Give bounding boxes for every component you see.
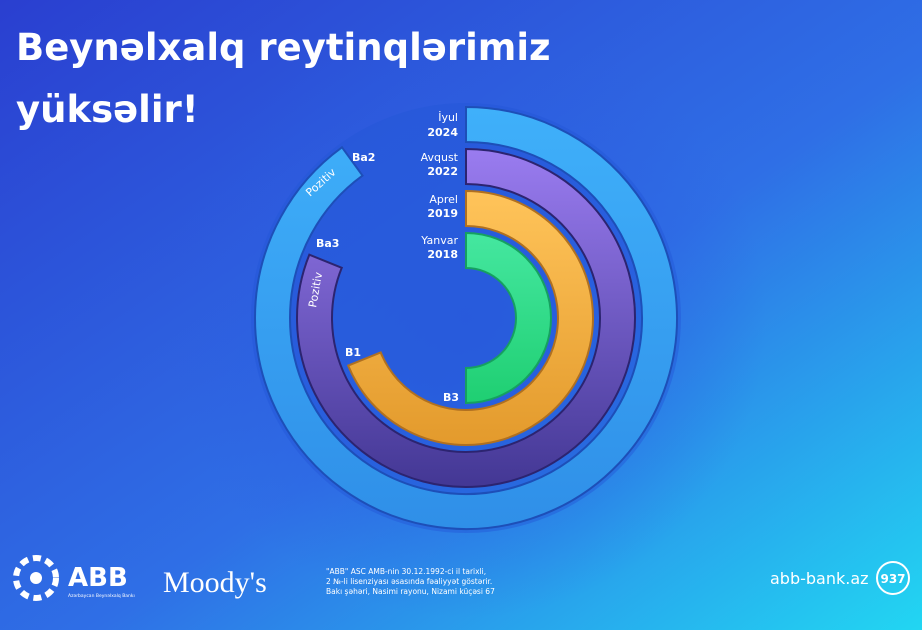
legal-line: Bakı şəhəri, Nasimi rayonu, Nizami küçəs… bbox=[326, 587, 495, 596]
rating: Ba2 bbox=[352, 151, 375, 164]
rating: B3 bbox=[443, 391, 459, 404]
phone-badge bbox=[876, 561, 910, 595]
month: İyul bbox=[438, 111, 458, 124]
website: abb-bank.az bbox=[770, 569, 869, 588]
legal-line: "ABB" ASC AMB-nin 30.12.1992-ci il tarix… bbox=[326, 567, 486, 576]
month: Aprel bbox=[429, 193, 458, 206]
rating-ring bbox=[346, 189, 594, 446]
rings bbox=[254, 105, 678, 530]
month: Avqust bbox=[421, 151, 459, 164]
month: Yanvar bbox=[420, 234, 458, 247]
logo-text: ABB bbox=[68, 563, 128, 593]
agency: Moody's bbox=[163, 566, 267, 599]
rating-ring bbox=[465, 231, 552, 405]
year: 2022 bbox=[427, 165, 458, 178]
phone: 937 bbox=[880, 572, 905, 586]
year: 2018 bbox=[427, 248, 458, 261]
outlook: Pozitiv bbox=[306, 271, 325, 309]
abb-logo bbox=[13, 555, 59, 601]
glow bbox=[166, 18, 766, 618]
year: 2024 bbox=[427, 126, 458, 139]
legal-line: 2 №-li lisenziyası əsasında fəaliyyət gö… bbox=[326, 577, 492, 586]
title-line: yüksəlir! bbox=[16, 88, 199, 131]
rating-ring bbox=[254, 105, 678, 530]
year: 2019 bbox=[427, 207, 458, 220]
rating: B1 bbox=[345, 346, 361, 359]
rating: Ba3 bbox=[316, 237, 339, 250]
rating-ring bbox=[296, 147, 636, 488]
logo-sub: Azərbaycan Beynəlxalq Bankı bbox=[68, 593, 135, 599]
title-line: Beynəlxalq reytinqlərimiz bbox=[16, 26, 551, 69]
